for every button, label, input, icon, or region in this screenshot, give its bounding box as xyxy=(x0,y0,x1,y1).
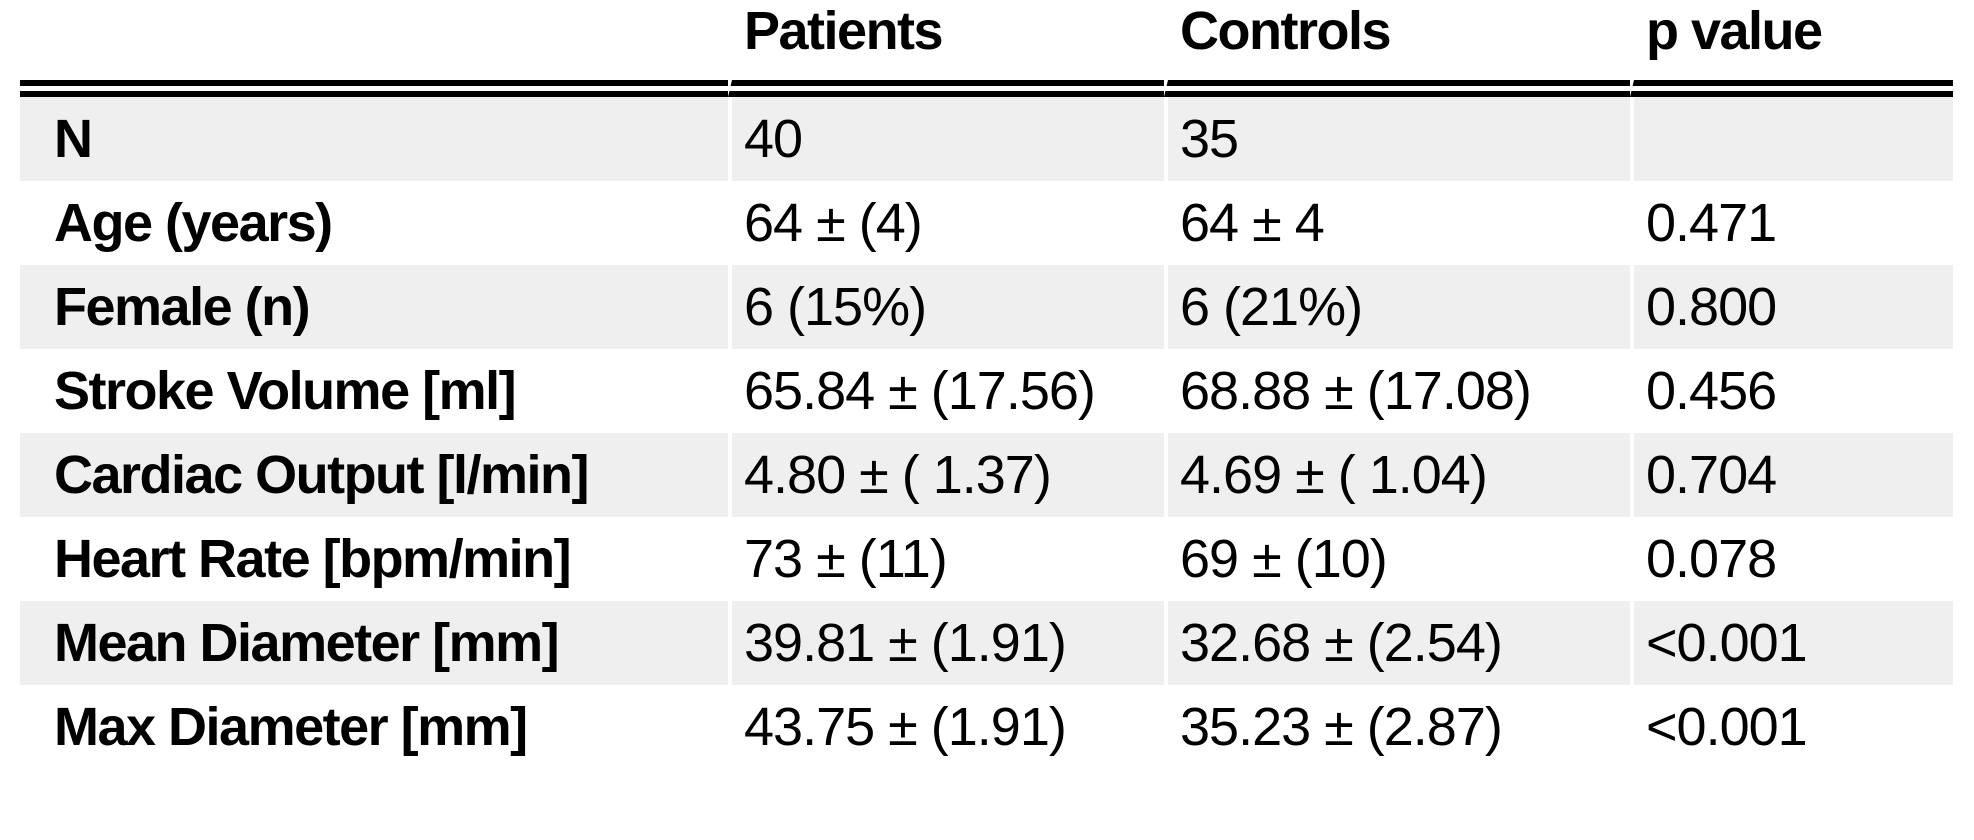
table-row: Cardiac Output [l/min] 4.80 ± ( 1.37) 4.… xyxy=(20,433,1953,517)
cell-controls: 32.68 ± (2.54) xyxy=(1164,601,1630,685)
cell-patients: 73 ± (11) xyxy=(728,517,1164,601)
cell-controls: 35 xyxy=(1164,97,1630,181)
cell-p-value: 0.471 xyxy=(1630,181,1953,265)
table-row: Age (years) 64 ± (4) 64 ± 4 0.471 xyxy=(20,181,1953,265)
cell-patients: 6 (15%) xyxy=(728,265,1164,349)
table-row: Mean Diameter [mm] 39.81 ± (1.91) 32.68 … xyxy=(20,601,1953,685)
cell-controls: 64 ± 4 xyxy=(1164,181,1630,265)
cell-controls: 68.88 ± (17.08) xyxy=(1164,349,1630,433)
row-label: Mean Diameter [mm] xyxy=(20,601,728,685)
row-label: Max Diameter [mm] xyxy=(54,697,528,757)
cell-p-value: <0.001 xyxy=(1630,685,1953,769)
header-row: Patients Controls p value xyxy=(20,0,1953,97)
cell-controls: 4.69 ± ( 1.04) xyxy=(1164,433,1630,517)
cell-p-value: 0.456 xyxy=(1630,349,1953,433)
column-header-metric xyxy=(20,0,728,97)
row-label: Stroke Volume [ml] xyxy=(54,361,517,421)
cell-p-value: <0.001 xyxy=(1630,601,1953,685)
column-header-p-value: p value xyxy=(1630,0,1953,97)
cell-p-value: 0.078 xyxy=(1630,517,1953,601)
table-row: Heart Rate [bpm/min] 73 ± (11) 69 ± (10)… xyxy=(20,517,1953,601)
column-header-patients: Patients xyxy=(728,0,1164,97)
cell-p-value: 0.800 xyxy=(1630,265,1953,349)
table-row: N 40 35 xyxy=(20,97,1953,181)
cell-patients: 39.81 ± (1.91) xyxy=(728,601,1164,685)
cell-patients: 40 xyxy=(728,97,1164,181)
cell-p-value xyxy=(1630,97,1953,181)
cell-patients: 43.75 ± (1.91) xyxy=(728,685,1164,769)
table-header: Patients Controls p value xyxy=(20,0,1953,97)
table-row: Stroke Volume [ml] 65.84 ± (17.56) 68.88… xyxy=(20,349,1953,433)
cell-controls: 6 (21%) xyxy=(1164,265,1630,349)
table-row: Max Diameter [mm] 43.75 ± (1.91) 35.23 ±… xyxy=(20,685,1953,769)
cell-patients: 64 ± (4) xyxy=(728,181,1164,265)
row-label: Age (years) xyxy=(54,193,333,253)
cell-p-value: 0.704 xyxy=(1630,433,1953,517)
cell-patients: 65.84 ± (17.56) xyxy=(728,349,1164,433)
row-label: Heart Rate [bpm/min] xyxy=(54,529,572,589)
row-label: N xyxy=(20,97,728,181)
row-label: Female (n) xyxy=(20,265,728,349)
column-header-controls: Controls xyxy=(1164,0,1630,97)
table-body: N 40 35 Age (years) 64 ± (4) 64 ± 4 0.47… xyxy=(20,97,1953,769)
baseline-characteristics-table: Patients Controls p value N 40 35 Age (y… xyxy=(20,0,1953,769)
cell-controls: 69 ± (10) xyxy=(1164,517,1630,601)
cell-controls: 35.23 ± (2.87) xyxy=(1164,685,1630,769)
row-label: Cardiac Output [l/min] xyxy=(20,433,728,517)
table-row: Female (n) 6 (15%) 6 (21%) 0.800 xyxy=(20,265,1953,349)
cell-patients: 4.80 ± ( 1.37) xyxy=(728,433,1164,517)
